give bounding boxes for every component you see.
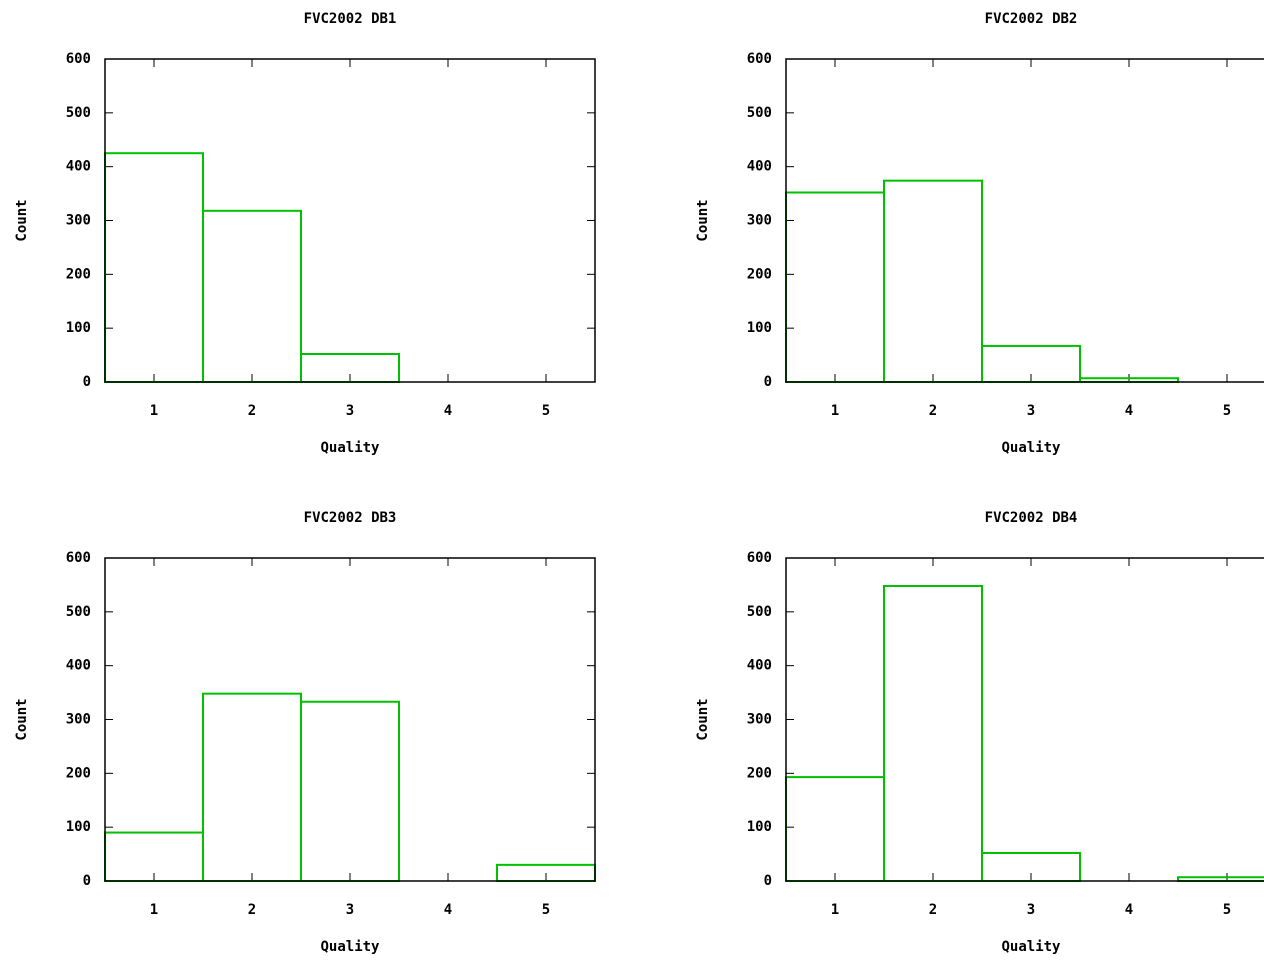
- y-tick-label: 600: [66, 51, 91, 67]
- y-tick-label: 300: [66, 712, 91, 728]
- x-tick-label: 4: [1125, 403, 1133, 419]
- x-axis-label: Quality: [320, 939, 380, 955]
- x-tick-label: 2: [929, 403, 937, 419]
- y-tick-label: 200: [66, 266, 91, 282]
- x-tick-label: 5: [1223, 902, 1231, 918]
- y-tick-label: 500: [747, 105, 772, 121]
- y-tick-label: 0: [764, 374, 772, 390]
- y-tick-label: 500: [66, 604, 91, 620]
- y-tick-label: 400: [747, 159, 772, 175]
- y-tick-label: 0: [764, 873, 772, 889]
- x-tick-label: 4: [444, 403, 452, 419]
- y-tick-label: 600: [747, 51, 772, 67]
- x-axis-label: Quality: [1001, 939, 1061, 955]
- x-tick-label: 4: [1125, 902, 1133, 918]
- bar: [785, 776, 885, 883]
- y-tick-label: 200: [747, 765, 772, 781]
- x-tick-label: 1: [150, 902, 158, 918]
- plot-frame: [104, 58, 596, 383]
- y-tick-label: 500: [66, 105, 91, 121]
- y-tick-label: 100: [747, 819, 772, 835]
- x-tick-label: 3: [346, 902, 354, 918]
- bar: [202, 209, 302, 383]
- bar: [300, 700, 400, 882]
- y-tick-label: 200: [747, 266, 772, 282]
- bar: [883, 584, 983, 882]
- x-tick-label: 5: [542, 902, 550, 918]
- y-tick-label: 0: [83, 873, 91, 889]
- y-tick-label: 300: [66, 213, 91, 229]
- x-tick-label: 1: [831, 902, 839, 918]
- x-axis-label: Quality: [320, 440, 380, 456]
- y-tick-label: 400: [66, 159, 91, 175]
- y-axis-label: Count: [695, 698, 711, 740]
- plot-frame: [104, 557, 596, 882]
- y-tick-label: 300: [747, 712, 772, 728]
- chart-title: FVC2002 DB1: [304, 11, 397, 27]
- bar: [883, 179, 983, 383]
- y-tick-label: 400: [747, 658, 772, 674]
- x-tick-label: 3: [346, 403, 354, 419]
- x-tick-label: 1: [150, 403, 158, 419]
- plot-frame: [785, 557, 1264, 882]
- y-tick-label: 100: [66, 320, 91, 336]
- y-tick-label: 400: [66, 658, 91, 674]
- x-tick-label: 2: [929, 902, 937, 918]
- y-tick-label: 600: [747, 550, 772, 566]
- y-tick-label: 600: [66, 550, 91, 566]
- x-tick-label: 1: [831, 403, 839, 419]
- plot-frame: [785, 58, 1264, 383]
- y-tick-label: 300: [747, 213, 772, 229]
- y-tick-label: 0: [83, 374, 91, 390]
- y-axis-label: Count: [14, 199, 30, 241]
- y-axis-label: Count: [14, 698, 30, 740]
- x-tick-label: 5: [1223, 403, 1231, 419]
- y-axis-label: Count: [695, 199, 711, 241]
- x-axis-label: Quality: [1001, 440, 1061, 456]
- bar: [104, 152, 204, 383]
- y-tick-label: 100: [66, 819, 91, 835]
- x-tick-label: 5: [542, 403, 550, 419]
- x-tick-label: 3: [1027, 902, 1035, 918]
- y-tick-label: 500: [747, 604, 772, 620]
- x-tick-label: 4: [444, 902, 452, 918]
- y-tick-label: 100: [747, 320, 772, 336]
- chart-title: FVC2002 DB2: [985, 11, 1078, 27]
- x-tick-label: 3: [1027, 403, 1035, 419]
- x-tick-label: 2: [248, 902, 256, 918]
- x-tick-label: 2: [248, 403, 256, 419]
- chart-title: FVC2002 DB3: [304, 510, 397, 526]
- bar: [202, 692, 302, 882]
- chart-title: FVC2002 DB4: [985, 510, 1078, 526]
- bar: [785, 191, 885, 383]
- y-tick-label: 200: [66, 765, 91, 781]
